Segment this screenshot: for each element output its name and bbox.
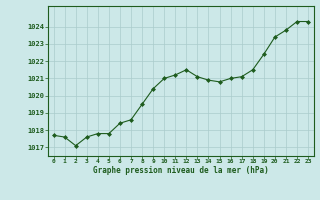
X-axis label: Graphe pression niveau de la mer (hPa): Graphe pression niveau de la mer (hPa) bbox=[93, 166, 269, 175]
